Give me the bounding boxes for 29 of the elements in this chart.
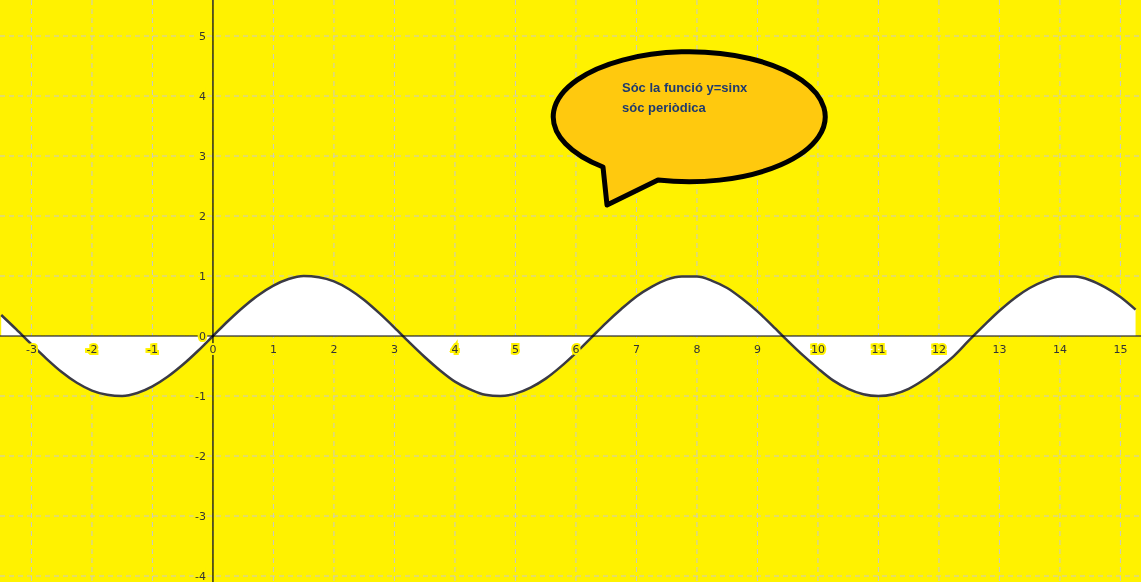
y-tick-label: -3 bbox=[194, 510, 206, 523]
y-tick-label: -2 bbox=[194, 450, 206, 463]
x-tick-label: 5 bbox=[511, 343, 519, 356]
y-tick-label: 0 bbox=[198, 330, 206, 343]
x-tick-label: -2 bbox=[86, 343, 98, 356]
annotation: Sóc la funció y=sinx bbox=[622, 80, 749, 95]
x-tick-label: 13 bbox=[992, 343, 1007, 356]
x-tick-label: 14 bbox=[1052, 343, 1067, 356]
y-tick-label: 2 bbox=[198, 210, 206, 223]
x-tick-label: 10 bbox=[810, 343, 825, 356]
x-tick-label: 8 bbox=[693, 343, 701, 356]
x-tick-label: 7 bbox=[632, 343, 640, 356]
x-tick-label: 1 bbox=[269, 343, 277, 356]
x-tick-label: -3 bbox=[25, 343, 37, 356]
y-tick-label: 5 bbox=[198, 30, 206, 43]
x-tick-label: 2 bbox=[330, 343, 338, 356]
x-tick-label: 4 bbox=[451, 343, 459, 356]
x-tick-label: 9 bbox=[753, 343, 761, 356]
x-tick-label: 12 bbox=[931, 343, 946, 356]
x-tick-label: -1 bbox=[146, 343, 158, 356]
annotation: sóc periòdica bbox=[622, 100, 707, 115]
x-tick-label: 3 bbox=[390, 343, 398, 356]
y-tick-label: 4 bbox=[198, 90, 206, 103]
y-tick-label: -1 bbox=[194, 390, 206, 403]
y-tick-label: 3 bbox=[198, 150, 206, 163]
x-tick-label: 11 bbox=[871, 343, 886, 356]
y-tick-label: -4 bbox=[194, 570, 206, 582]
x-tick-label: 15 bbox=[1113, 343, 1128, 356]
y-tick-label: 1 bbox=[198, 270, 206, 283]
